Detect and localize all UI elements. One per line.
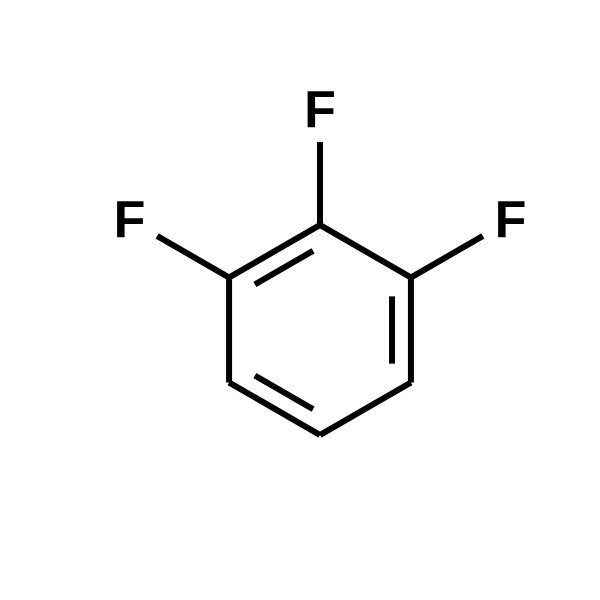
bond bbox=[320, 225, 411, 278]
atom-label-f: F bbox=[114, 191, 146, 249]
bond bbox=[411, 236, 483, 278]
atom-label-f: F bbox=[304, 81, 336, 139]
atom-label-f: F bbox=[495, 191, 527, 249]
bond bbox=[157, 236, 229, 278]
molecule-diagram: F F F bbox=[0, 0, 600, 600]
bond bbox=[320, 383, 411, 436]
